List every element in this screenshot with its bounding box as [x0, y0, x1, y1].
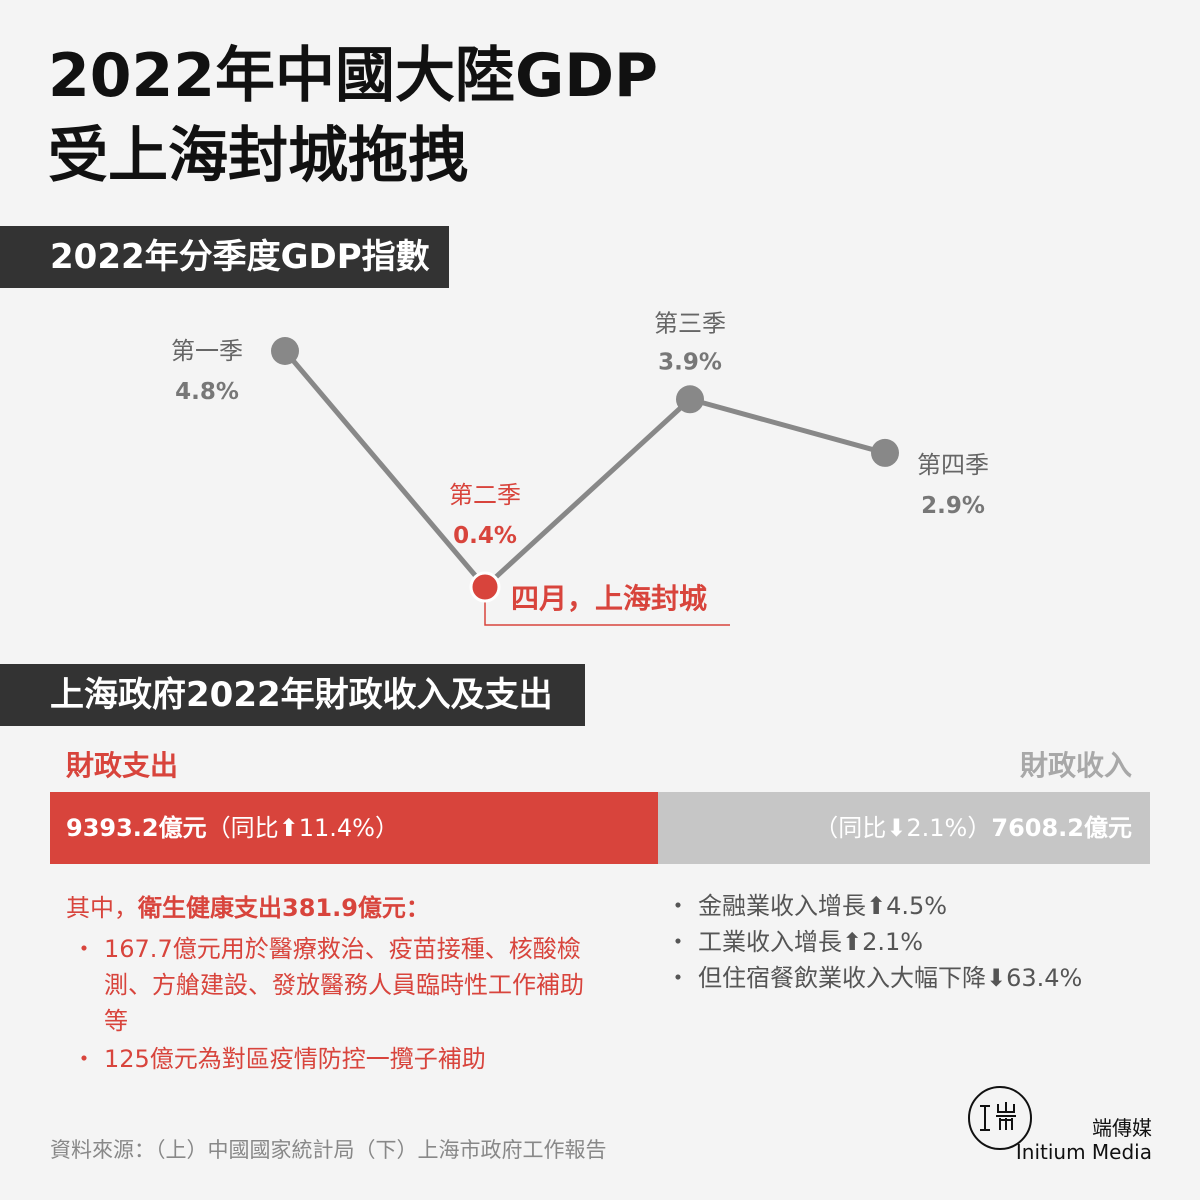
- annotation-text: 四月，上海封城: [511, 582, 707, 615]
- expenditure-bar-text: 9393.2億元（同比⬆11.4%）: [66, 792, 399, 864]
- gdp-line-chart: 四月，上海封城 第一季 4.8% 第二季 0.4% 第三季 3.9% 第四季 2.9%: [171, 309, 989, 626]
- value-label: 0.4%: [453, 523, 517, 549]
- brand-english: Initium Media: [1015, 1140, 1152, 1164]
- category-label: 第三季: [654, 309, 726, 337]
- data-point: [871, 438, 899, 467]
- revenue-bar: （同比⬇2.1%）7608.2億元: [658, 792, 1150, 864]
- revenue-bar-text: （同比⬇2.1%）7608.2億元: [814, 792, 1132, 864]
- value-label: 3.9%: [658, 349, 722, 375]
- category-label: 第二季: [449, 481, 521, 509]
- gdp-section-header: 2022年分季度GDP指數: [0, 226, 449, 288]
- list-item: 金融業收入增長⬆4.5%: [660, 888, 1180, 924]
- page-title: 2022年中國大陸GDP 受上海封城拖拽: [48, 36, 658, 196]
- list-item: 125億元為對區疫情防控一攬子補助: [66, 1041, 606, 1077]
- expenditure-amount: 9393.2億元: [66, 814, 207, 842]
- revenue-detail: 金融業收入增長⬆4.5% 工業收入增長⬆2.1% 但住宿餐飲業收入大幅下降⬇63…: [660, 888, 1180, 996]
- expenditure-yoy: （同比⬆11.4%）: [206, 814, 399, 842]
- series-line-segment: [283, 349, 487, 589]
- series-line-segment: [483, 397, 692, 589]
- expenditure-detail: 其中，衛生健康支出381.9億元： 167.7億元用於醫療救治、疫苗接種、核酸檢…: [66, 888, 606, 1077]
- expenditure-bar: 9393.2億元（同比⬆11.4%）: [50, 792, 658, 864]
- list-item: 167.7億元用於醫療救治、疫苗接種、核酸檢測、方艙建設、發放醫務人員臨時性工作…: [66, 931, 606, 1039]
- value-label: 2.9%: [921, 493, 985, 519]
- expenditure-label: 財政支出: [66, 749, 179, 782]
- category-label: 第一季: [171, 337, 243, 365]
- data-point: [271, 337, 299, 365]
- revenue-label: 財政收入: [1019, 749, 1132, 782]
- fiscal-section-header: 上海政府2022年財政收入及支出: [0, 664, 585, 726]
- brand-name: 端傳媒: [1092, 1116, 1152, 1140]
- revenue-items: 金融業收入增長⬆4.5% 工業收入增長⬆2.1% 但住宿餐飲業收入大幅下降⬇63…: [660, 888, 1180, 996]
- list-item: 工業收入增長⬆2.1%: [660, 924, 1180, 960]
- lead-bold: 衛生健康支出381.9億元：: [138, 894, 430, 922]
- expenditure-items: 167.7億元用於醫療救治、疫苗接種、核酸檢測、方艙建設、發放醫務人員臨時性工作…: [66, 931, 606, 1077]
- value-label: 4.8%: [175, 379, 239, 405]
- list-item: 但住宿餐飲業收入大幅下降⬇63.4%: [660, 960, 1180, 996]
- revenue-yoy: （同比⬇2.1%）: [814, 814, 992, 842]
- health-spending-lead: 其中，衛生健康支出381.9億元：: [66, 888, 606, 923]
- series-line-segment: [689, 396, 886, 456]
- revenue-amount: 7608.2億元: [991, 814, 1132, 842]
- lead-prefix: 其中，: [66, 894, 138, 922]
- data-point: [676, 385, 704, 414]
- category-label: 第四季: [917, 451, 989, 479]
- source-note: 資料來源：（上）中國國家統計局（下）上海市政府工作報告: [50, 1138, 607, 1162]
- title-line-2: 受上海封城拖拽: [48, 121, 468, 191]
- data-point: [469, 571, 501, 603]
- initium-logo-icon: [968, 1086, 1032, 1150]
- title-line-1: 2022年中國大陸GDP: [48, 41, 659, 111]
